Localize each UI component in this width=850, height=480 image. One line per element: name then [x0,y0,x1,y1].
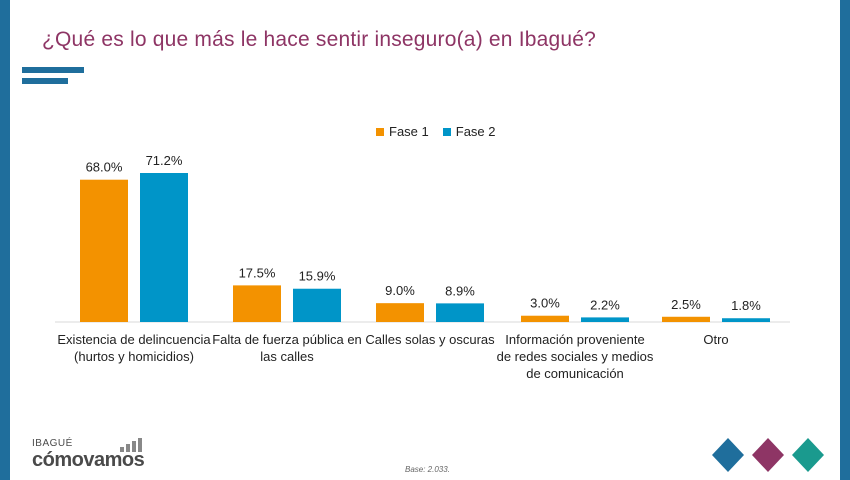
legend: Fase 1 Fase 2 [376,124,496,139]
logo-bars-icon [120,438,142,452]
right-accent-band [840,0,850,480]
legend-swatch-fase2 [442,127,451,136]
category-label-line: Información proveniente [505,332,645,347]
legend-item-fase2: Fase 2 [442,124,496,139]
legend-swatch-fase1 [376,127,384,136]
data-label-fase1-1: 17.5% [239,265,276,280]
category-label-line: Falta de fuerza pública en [212,332,362,347]
category-label-line: Existencia de delincuencia [57,332,211,347]
category-label-0: Existencia de delincuencia (hurtos y homi… [54,331,214,365]
data-label-fase2-1: 15.9% [299,269,336,284]
bar-fase2-4 [722,318,770,322]
category-label-2: Calles solas y oscuras [350,331,510,348]
data-label-fase2-2: 8.9% [445,283,475,298]
category-label-line: de redes sociales y medios [496,349,654,364]
legend-item-fase1: Fase 1 [376,124,429,139]
logo: IBAGUÉ cómovamos [32,438,145,471]
chart-title: ¿Qué es lo que más le hace sentir insegu… [42,28,597,51]
decorative-diamonds [712,438,824,472]
diamond-teal-icon [792,438,824,472]
category-label-line: de comunicación [526,366,624,381]
title-accent-bar [22,67,84,73]
bar-fase1-2 [376,303,424,322]
bar-fase1-4 [662,316,710,322]
diamond-purple-icon [752,438,784,472]
legend-label-fase1: Fase 1 [389,124,429,139]
logo-top-text: IBAGUÉ [32,438,73,449]
logo-main-text: cómovamos [32,449,145,471]
diamond-blue-icon [712,438,744,472]
bar-fase1-1 [233,285,281,322]
left-accent-band [0,0,10,480]
category-label-3: Información proveniente de redes sociales… [495,331,655,382]
data-label-fase2-0: 71.2% [146,153,183,168]
data-label-fase1-0: 68.0% [86,160,123,175]
data-label-fase2-4: 1.8% [731,298,761,313]
category-label-line: (hurtos y homicidios) [74,349,194,364]
legend-label-fase2: Fase 2 [455,124,496,139]
bar-fase2-3 [581,317,629,322]
base-note: Base: 2.033. [405,465,450,474]
category-label-line: Otro [703,332,729,347]
data-label-fase1-4: 2.5% [671,297,701,312]
bar-fase2-2 [436,303,484,322]
category-label-4: Otro [636,331,796,348]
data-label-fase2-3: 2.2% [590,297,620,312]
category-label-1: Falta de fuerza pública en las calles [207,331,367,365]
data-label-fase1-3: 3.0% [530,296,560,311]
bar-fase1-0 [80,179,128,322]
category-label-line: Calles solas y oscuras [365,332,495,347]
category-label-line: las calles [260,349,314,364]
bar-fase1-3 [521,315,569,322]
title-accent-bar-short [22,78,68,84]
bar-fase2-1 [293,288,341,322]
data-label-fase1-2: 9.0% [385,283,415,298]
bar-fase2-0 [140,173,188,322]
